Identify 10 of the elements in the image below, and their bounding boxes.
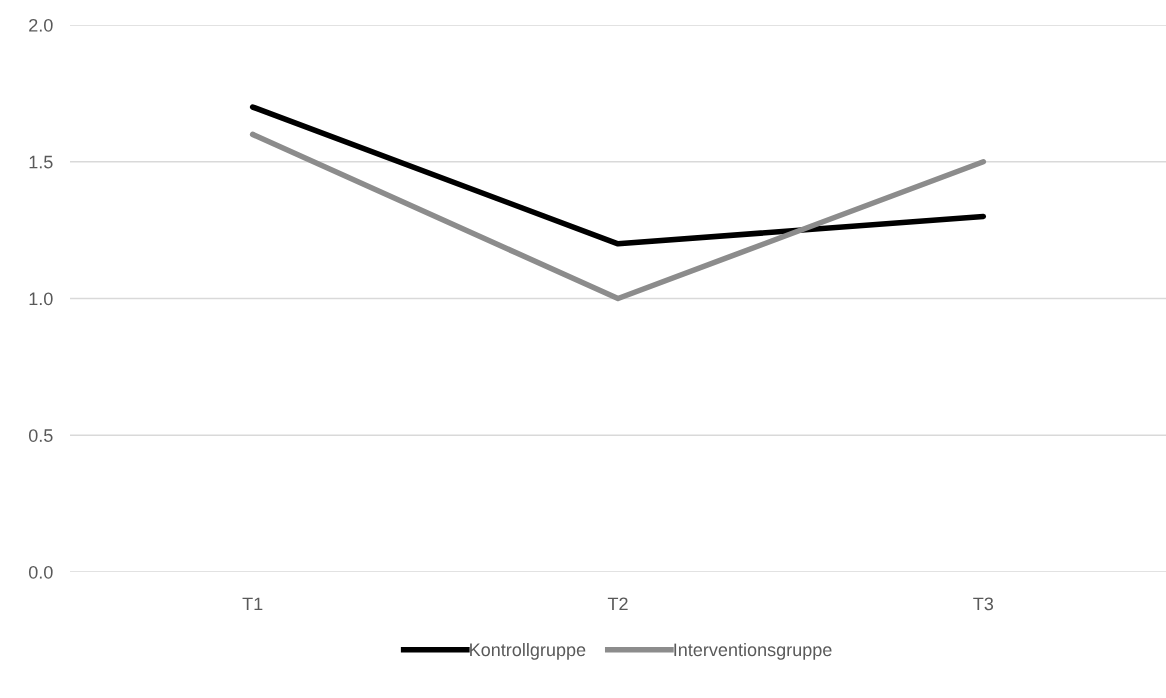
y-tick-label: 0.0	[28, 565, 53, 579]
y-tick-label: 0.5	[28, 429, 53, 442]
y-tick-label: 2.0	[29, 18, 53, 32]
x-tick-label: T1	[242, 597, 263, 611]
x-tick-label: T3	[973, 597, 994, 611]
y-tick-label: 1.5	[29, 155, 53, 169]
y-tick-label: 1.0	[29, 292, 53, 306]
legend-label: Kontrollgruppe	[470, 642, 586, 660]
x-tick-label: T2	[607, 597, 628, 611]
legend-label: Interventionsgruppe	[674, 642, 832, 660]
